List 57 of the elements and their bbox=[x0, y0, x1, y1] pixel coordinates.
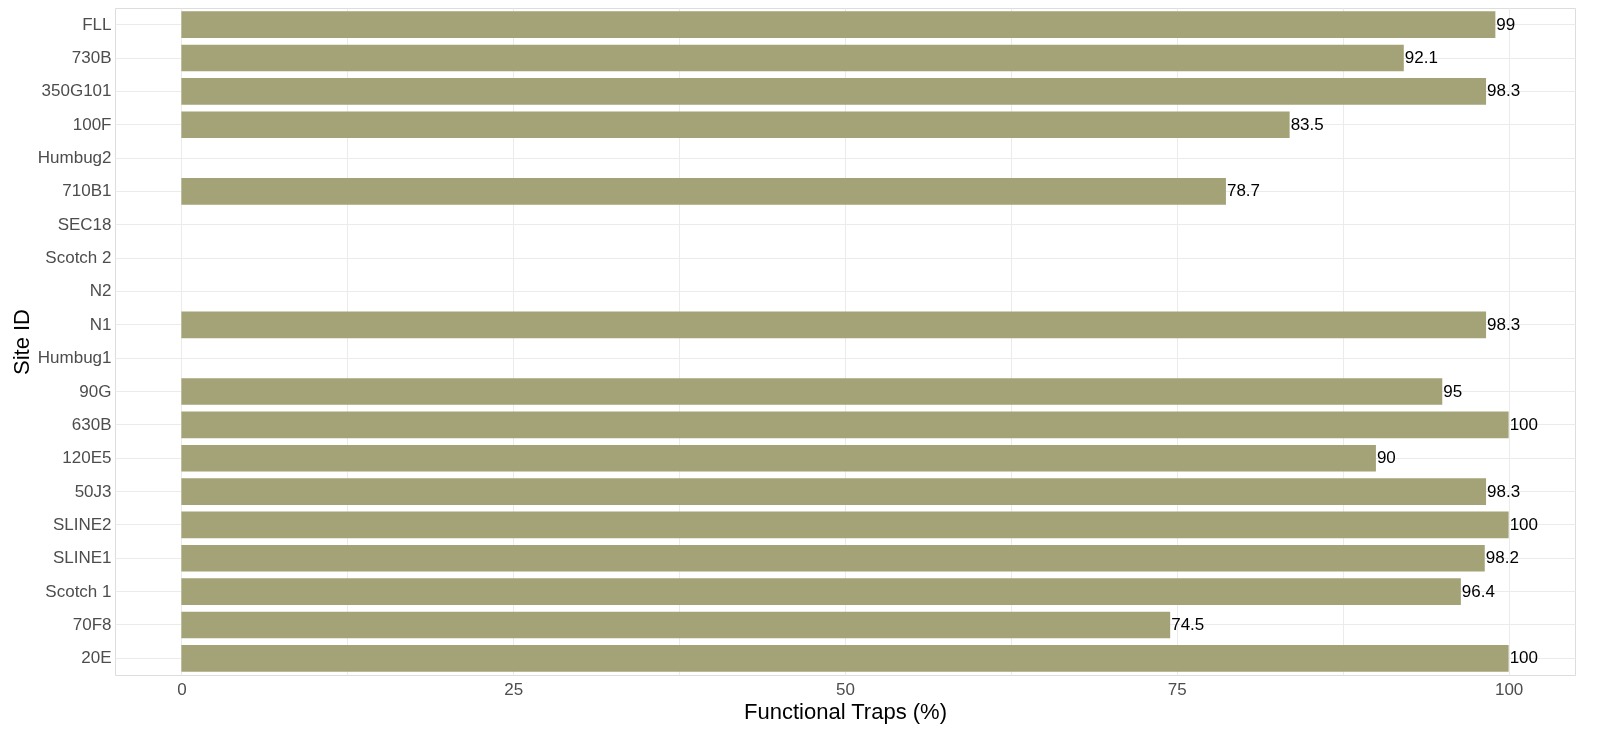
bar bbox=[181, 578, 1461, 605]
bar bbox=[181, 11, 1496, 39]
y-tick-label: Humbug2 bbox=[37, 148, 112, 168]
data-label: 90 bbox=[1376, 448, 1396, 468]
x-tick-label: 100 bbox=[1494, 679, 1524, 699]
data-label: 100 bbox=[1509, 514, 1539, 534]
bar bbox=[181, 544, 1485, 572]
data-label: 96.4 bbox=[1461, 581, 1495, 601]
y-tick-label: N2 bbox=[89, 281, 112, 301]
data-label: 99 bbox=[1496, 14, 1516, 34]
data-label: 98.3 bbox=[1487, 481, 1521, 501]
bar bbox=[181, 478, 1487, 505]
y-tick-label: Scotch 2 bbox=[45, 248, 112, 268]
data-label: 74.5 bbox=[1171, 614, 1205, 634]
y-tick-label: Scotch 1 bbox=[45, 581, 112, 601]
x-tick-label: 0 bbox=[177, 679, 187, 699]
y-tick-label: 100F bbox=[72, 114, 112, 134]
data-label: 78.7 bbox=[1226, 181, 1261, 201]
data-label: 95 bbox=[1443, 381, 1463, 401]
y-tick-label: 710B1 bbox=[62, 181, 112, 201]
y-tick-label: 50J3 bbox=[74, 481, 112, 501]
bar bbox=[181, 511, 1509, 539]
y-tick-label: 70F8 bbox=[72, 614, 112, 634]
y-tick-label: SLINE1 bbox=[52, 548, 112, 568]
bar bbox=[181, 111, 1290, 139]
y-tick-label: 90G bbox=[79, 381, 112, 401]
bar bbox=[181, 444, 1376, 472]
data-label: 98.2 bbox=[1485, 548, 1519, 568]
data-label: 100 bbox=[1509, 414, 1539, 434]
data-label: 100 bbox=[1509, 648, 1539, 668]
bar bbox=[181, 611, 1171, 639]
x-tick-label: 50 bbox=[836, 679, 855, 699]
y-tick-label: 630B bbox=[71, 414, 112, 434]
x-tick-label: 25 bbox=[504, 679, 524, 699]
x-axis-title: Functional Traps (%) bbox=[744, 698, 947, 724]
y-tick-label: SLINE2 bbox=[52, 514, 112, 534]
y-tick-label: N1 bbox=[89, 314, 112, 334]
y-tick-label: Humbug1 bbox=[37, 348, 112, 368]
bar bbox=[181, 178, 1226, 205]
x-tick-label: 75 bbox=[1167, 679, 1187, 699]
bar bbox=[181, 78, 1487, 105]
data-label: 98.3 bbox=[1487, 314, 1521, 334]
bar bbox=[181, 44, 1404, 72]
y-tick-label: FLL bbox=[82, 14, 112, 34]
y-tick-label: 120E5 bbox=[62, 448, 112, 468]
y-axis-title: Site ID bbox=[8, 308, 34, 376]
y-tick-label: 20E bbox=[81, 648, 112, 668]
data-label: 98.3 bbox=[1487, 81, 1521, 101]
bar bbox=[181, 644, 1509, 672]
y-tick-label: 730B bbox=[71, 48, 112, 68]
data-label: 83.5 bbox=[1290, 114, 1324, 134]
y-tick-label: 350G101 bbox=[41, 81, 112, 101]
y-tick-label: SEC18 bbox=[57, 214, 112, 234]
bar bbox=[181, 311, 1487, 339]
bar bbox=[181, 378, 1443, 405]
bar bbox=[181, 411, 1509, 439]
data-label: 92.1 bbox=[1404, 48, 1438, 68]
